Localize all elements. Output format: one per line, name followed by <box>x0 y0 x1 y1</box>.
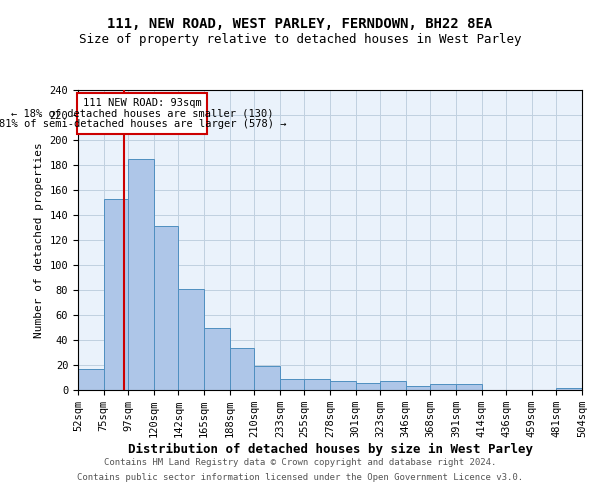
Bar <box>582 388 600 390</box>
Bar <box>77 92 208 134</box>
Bar <box>330 381 356 390</box>
Text: Contains HM Land Registry data © Crown copyright and database right 2024.: Contains HM Land Registry data © Crown c… <box>104 458 496 467</box>
Text: 81% of semi-detached houses are larger (578) →: 81% of semi-detached houses are larger (… <box>0 120 286 130</box>
Bar <box>154 226 178 390</box>
Text: Size of property relative to detached houses in West Parley: Size of property relative to detached ho… <box>79 32 521 46</box>
Bar <box>356 382 380 390</box>
Bar <box>230 348 254 390</box>
Bar <box>406 386 430 390</box>
Bar <box>254 366 280 390</box>
Text: 111, NEW ROAD, WEST PARLEY, FERNDOWN, BH22 8EA: 111, NEW ROAD, WEST PARLEY, FERNDOWN, BH… <box>107 18 493 32</box>
Text: ← 18% of detached houses are smaller (130): ← 18% of detached houses are smaller (13… <box>11 108 274 118</box>
Text: 111 NEW ROAD: 93sqm: 111 NEW ROAD: 93sqm <box>83 98 202 108</box>
Bar <box>128 159 154 390</box>
Bar <box>204 328 230 390</box>
Bar <box>430 384 456 390</box>
Bar <box>556 388 582 390</box>
Bar <box>78 369 104 390</box>
Bar <box>380 381 406 390</box>
Bar <box>280 379 304 390</box>
Text: Contains public sector information licensed under the Open Government Licence v3: Contains public sector information licen… <box>77 473 523 482</box>
Bar <box>178 289 204 390</box>
X-axis label: Distribution of detached houses by size in West Parley: Distribution of detached houses by size … <box>128 443 533 456</box>
Bar <box>104 198 128 390</box>
Y-axis label: Number of detached properties: Number of detached properties <box>34 142 44 338</box>
Bar <box>304 379 330 390</box>
Bar <box>456 384 482 390</box>
